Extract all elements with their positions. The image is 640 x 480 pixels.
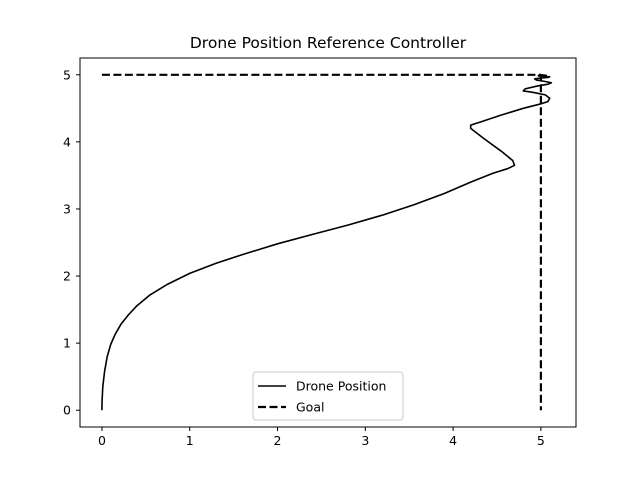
x-tick-label: 2 xyxy=(274,433,282,448)
y-tick-label: 0 xyxy=(63,403,71,418)
legend-box xyxy=(252,371,404,421)
plot-area xyxy=(79,57,577,428)
legend: Drone Position Goal xyxy=(252,371,404,421)
x-tick-label: 5 xyxy=(537,433,545,448)
y-axis: 0 1 2 3 4 5 xyxy=(63,67,80,418)
legend-label: Goal xyxy=(296,400,324,415)
x-tick-label: 0 xyxy=(98,433,106,448)
chart-title: Drone Position Reference Controller xyxy=(190,34,467,52)
series-line-drone-position xyxy=(101,74,553,411)
legend-label: Drone Position xyxy=(296,379,386,394)
x-tick-label: 1 xyxy=(186,433,194,448)
x-tick-label: 4 xyxy=(449,433,457,448)
x-tick-label: 3 xyxy=(361,433,369,448)
y-tick-label: 3 xyxy=(63,201,71,216)
x-axis: 0 1 2 3 4 5 xyxy=(98,427,545,448)
series-layer xyxy=(101,73,553,411)
y-tick-label: 1 xyxy=(63,336,71,351)
series-line-goal xyxy=(101,73,542,411)
y-tick-label: 2 xyxy=(63,269,71,284)
y-tick-label: 5 xyxy=(63,67,71,82)
y-tick-label: 4 xyxy=(63,134,71,149)
